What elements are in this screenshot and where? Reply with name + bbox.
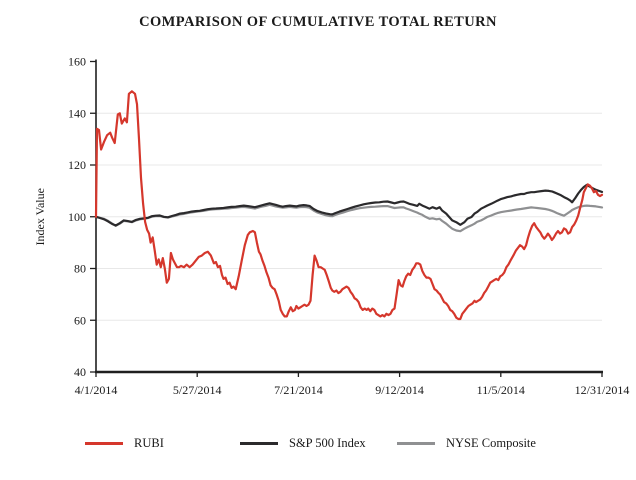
legend-item-sp500: S&P 500 Index <box>240 432 366 454</box>
y-tick-label: 100 <box>68 210 86 224</box>
x-tick-label: 12/31/2014 <box>575 383 630 397</box>
legend-item-rubi: RUBI <box>85 432 164 454</box>
y-tick-label: 140 <box>68 106 86 120</box>
y-tick-label: 80 <box>74 262 86 276</box>
sp500-line-swatch <box>240 441 278 445</box>
chart-legend: RUBI S&P 500 Index NYSE Composite <box>0 432 636 454</box>
legend-label-nyse: NYSE Composite <box>446 435 536 450</box>
series-line-s-p-500-index <box>94 183 604 227</box>
legend-label-rubi: RUBI <box>134 435 164 450</box>
rubi-line-swatch <box>85 441 123 445</box>
x-tick-label: 7/21/2014 <box>274 383 323 397</box>
y-tick-label: 160 <box>68 55 86 69</box>
x-tick-label: 5/27/2014 <box>173 383 222 397</box>
y-tick-label: 40 <box>74 365 86 379</box>
legend-label-sp500: S&P 500 Index <box>289 435 366 450</box>
y-tick-label: 60 <box>74 313 86 327</box>
legend-item-nyse: NYSE Composite <box>397 432 536 454</box>
x-tick-label: 11/5/2014 <box>477 383 525 397</box>
y-tick-label: 120 <box>68 158 86 172</box>
x-tick-label: 9/12/2014 <box>375 383 424 397</box>
nyse-line-swatch <box>397 441 435 445</box>
series-line-rubi <box>94 90 604 321</box>
x-tick-label: 4/1/2014 <box>75 383 118 397</box>
chart-title: COMPARISON OF CUMULATIVE TOTAL RETURN <box>139 14 497 30</box>
y-axis-title: Index Value <box>33 188 47 245</box>
